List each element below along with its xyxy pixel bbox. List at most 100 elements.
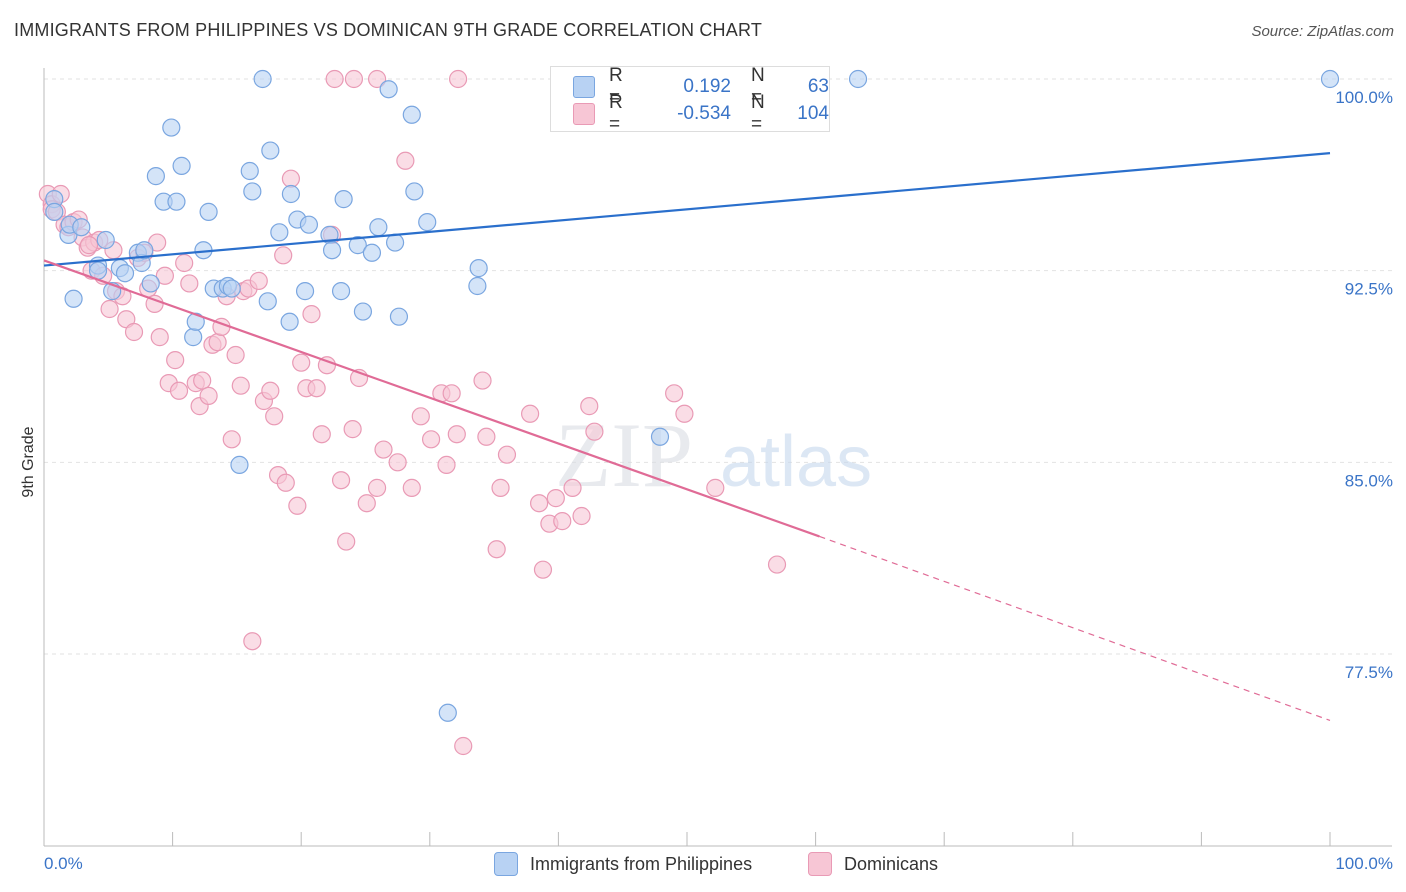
dominicans-point [374, 440, 393, 459]
philippines-point [405, 182, 424, 201]
philippines-point [402, 105, 421, 124]
philippines-point [172, 156, 191, 175]
dominicans-point [546, 489, 565, 508]
dominicans-point [388, 453, 407, 472]
philippines-point [96, 230, 115, 250]
philippines-point [334, 190, 353, 209]
dominicans-point [276, 473, 295, 492]
dominicans-point [497, 445, 517, 464]
dominicans-point [665, 384, 684, 403]
legend-swatch-pink [808, 852, 832, 876]
legend-label: Immigrants from Philippines [530, 853, 753, 874]
philippines-point [72, 218, 91, 237]
philippines-points [45, 69, 1340, 722]
dominicans-point [448, 69, 468, 89]
philippines-point [258, 292, 277, 311]
dominicans-point [249, 271, 268, 290]
dominicans-points [38, 69, 787, 756]
dominicans-point [79, 236, 99, 255]
dominicans-point [175, 253, 194, 273]
dominicans-point [337, 532, 356, 551]
dominicans-point [553, 512, 572, 531]
dominicans-point [367, 69, 387, 89]
dominicans-point [325, 69, 344, 89]
dominicans-point [231, 376, 250, 395]
philippines-point [379, 80, 398, 99]
dominicans-point [281, 169, 301, 188]
philippines-point [222, 279, 241, 298]
dominicans-point [447, 425, 466, 444]
dominicans-point [396, 151, 415, 170]
philippines-point [418, 213, 437, 232]
philippines-point [369, 218, 388, 237]
dominicans-trend-line [43, 259, 820, 538]
series-legend: Immigrants from Philippines Dominicans [0, 852, 1406, 876]
dominicans-point [150, 328, 169, 347]
n-label: N = [750, 92, 765, 135]
legend-swatch-pink [573, 103, 595, 125]
philippines-point [135, 241, 154, 260]
dominicans-point [274, 246, 293, 265]
legend-item-philippines: Immigrants from Philippines [494, 852, 752, 876]
r-value: -0.534 [677, 103, 731, 124]
philippines-point [385, 233, 405, 252]
chart-title: IMMIGRANTS FROM PHILIPPINES VS DOMINICAN… [14, 20, 763, 40]
dominicans-point [343, 420, 362, 439]
n-label: N = [750, 65, 765, 108]
dominicans-point [265, 407, 284, 426]
dominicans-point [411, 407, 430, 426]
dominicans-point [442, 384, 461, 403]
dominicans-point [292, 353, 311, 372]
philippines-point [469, 259, 488, 278]
legend-swatch-blue [573, 76, 595, 98]
philippines-point [362, 243, 382, 262]
philippines-point [280, 312, 299, 331]
philippines-point [243, 182, 262, 201]
dominicans-point [344, 69, 364, 89]
philippines-point [146, 167, 165, 186]
philippines-point [199, 202, 218, 221]
y-axis-label: 9th Grade [20, 426, 37, 497]
dominicans-point [706, 478, 725, 497]
legend-swatch-blue [494, 852, 518, 876]
philippines-point [253, 69, 272, 89]
dominicans-point [307, 379, 326, 398]
dominicans-point [767, 555, 787, 574]
dominicans-point [580, 397, 599, 416]
philippines-point [848, 69, 868, 89]
correlation-legend: R = 0.192 N = 63 R = -0.534 N = 104 [550, 65, 830, 135]
axes-layer [43, 68, 1392, 847]
philippines-trend-line [43, 152, 1331, 267]
dominicans-point [437, 455, 456, 474]
philippines-point [261, 141, 280, 160]
philippines-point [468, 276, 487, 296]
philippines-point [162, 118, 181, 137]
philippines-point [331, 282, 351, 301]
r-label: R = [608, 65, 623, 108]
philippines-point [389, 307, 409, 326]
philippines-point [115, 264, 135, 283]
dominicans-trend-extension [819, 535, 1331, 722]
trend-lines [43, 152, 1331, 722]
dominicans-point [208, 333, 227, 352]
philippines-point [230, 455, 249, 474]
dominicans-point [487, 540, 506, 559]
philippines-point [438, 703, 457, 722]
philippines-point [186, 312, 205, 331]
philippines-point [45, 202, 64, 221]
dominicans-point [261, 381, 280, 400]
philippines-point [141, 274, 160, 293]
dominicans-point [530, 494, 549, 513]
x-tick-label: 0.0% [44, 854, 83, 873]
dominicans-point [521, 404, 540, 423]
dominicans-point [124, 322, 144, 342]
philippines-point [353, 302, 373, 321]
philippines-point [281, 184, 301, 204]
philippines-point [270, 223, 289, 242]
tick-labels: 77.5% 85.0% 92.5% 100.0% 0.0% 100.0% [44, 88, 1393, 873]
y-tick-label: 85.0% [1345, 471, 1393, 490]
philippines-point [1320, 69, 1340, 89]
y-tick-label: 100.0% [1335, 88, 1393, 107]
n-value: 63 [807, 76, 829, 97]
